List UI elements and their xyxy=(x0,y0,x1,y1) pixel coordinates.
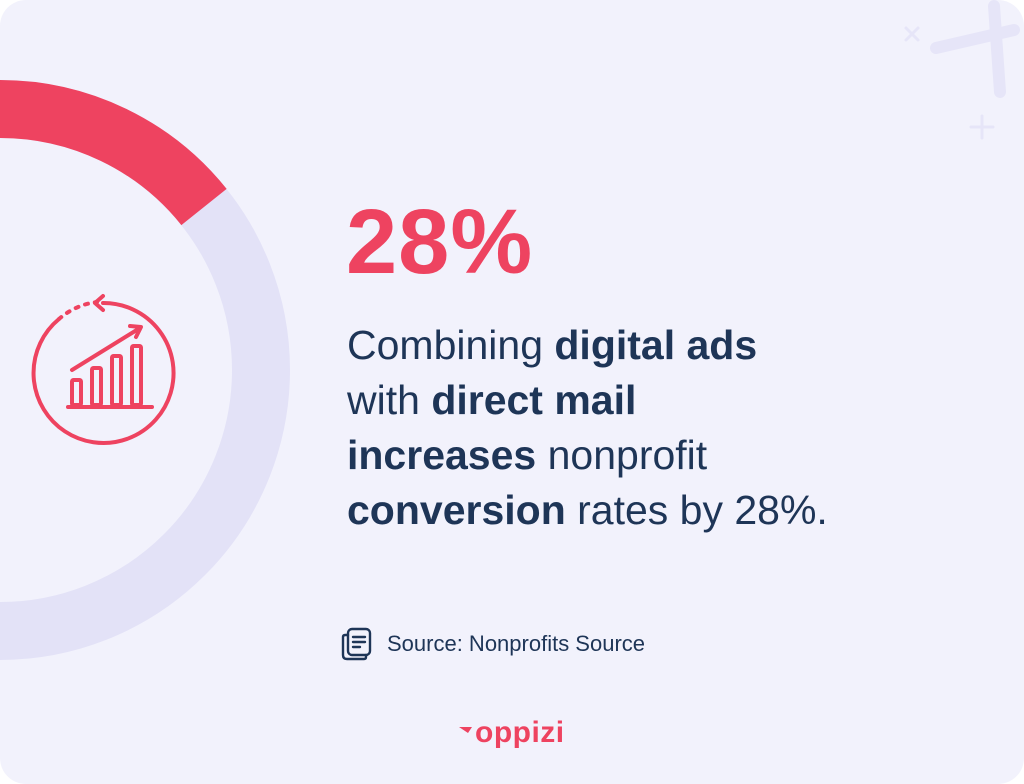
text-segment: Combining xyxy=(347,322,555,368)
source-text: Source: Nonprofits Source xyxy=(387,631,646,656)
stat-value: 28% xyxy=(346,191,534,293)
oppizi-logo: oppizi xyxy=(458,718,565,748)
description-line-2: with direct mail xyxy=(347,373,947,428)
description-line-1: Combining digital ads xyxy=(347,318,947,373)
source-citation: Source: Nonprofits Source xyxy=(341,627,645,661)
description-line-3: increases nonprofit xyxy=(347,428,947,483)
description-line-4: conversion rates by 28%. xyxy=(347,483,947,538)
stat-description: Combining digital ads with direct mail i… xyxy=(347,318,947,538)
ring-track xyxy=(0,80,290,660)
text-segment: rates by 28%. xyxy=(565,487,828,533)
logo-mark-icon xyxy=(459,727,472,733)
decorative-crosses xyxy=(904,0,1020,140)
text-emphasis: increases xyxy=(347,432,537,478)
progress-ring xyxy=(0,79,290,660)
text-emphasis: conversion xyxy=(347,487,566,533)
growth-chart-icon xyxy=(31,294,176,445)
text-emphasis: digital ads xyxy=(554,322,758,368)
logo-text: oppizi xyxy=(475,716,565,749)
ring-highlight xyxy=(0,79,227,226)
text-emphasis: direct mail xyxy=(431,377,637,423)
text-segment: nonprofit xyxy=(536,432,708,478)
text-segment: with xyxy=(347,377,432,423)
document-icon xyxy=(341,627,372,661)
